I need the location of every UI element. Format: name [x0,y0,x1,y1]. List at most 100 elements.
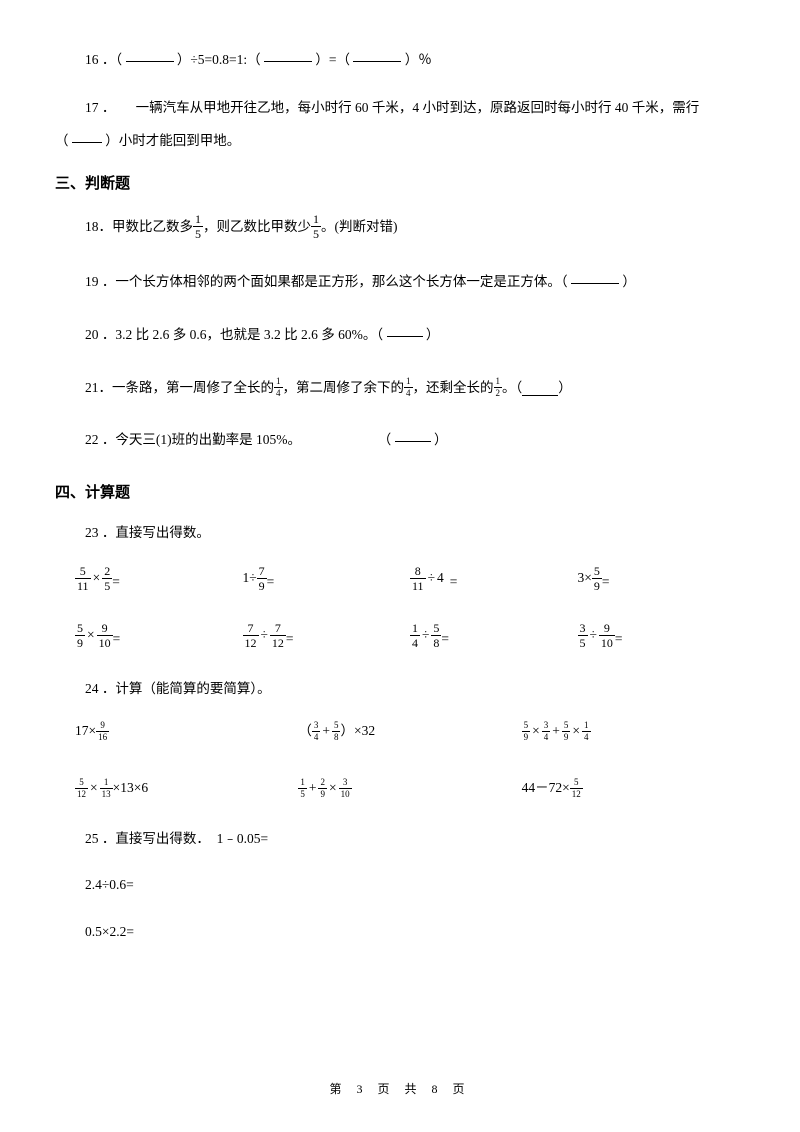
q19-t: ．一个长方体相邻的两个面如果都是正方形，那么这个长方体一定是正方体。（ [102,274,568,289]
q21-t2: ，第二周修了余下的 [283,378,405,398]
blank [264,60,312,62]
calc-row-1: 511 × 25 = 1÷ 79 = 811 ÷ 4 = 3× 59 = [75,565,745,592]
calc-row-2: 59 × 910 = 712 ÷ 712 = 14 ÷ 58 = 35 ÷ 91… [75,622,745,649]
calc-cell: 14 ÷ 58 = [410,622,578,649]
q24: 24 ．计算（能简算的要简算）。 [85,679,745,699]
frac: 15 [193,213,203,240]
frac: 59 [75,622,85,649]
frac: 916 [96,721,109,742]
q16-m2: ）=（ [315,52,350,67]
q21-num: 21 [85,378,99,398]
frac: 34 [312,721,321,742]
frac: 712 [270,622,286,649]
q25: 25 ．直接写出得数． 1﹣0.05= [85,829,745,849]
frac: 910 [97,622,113,649]
calc-cell: 511 × 25 = [75,565,243,592]
q23: 23 ．直接写出得数。 [85,523,745,543]
calc-cell: 44－72× 512 [522,778,745,799]
blank [571,282,619,284]
frac: 910 [599,622,615,649]
calc-cell: 3× 59 = [578,565,746,592]
calc-cell: 35 ÷ 910 = [578,622,746,649]
frac: 511 [75,565,91,592]
frac: 15 [311,213,321,240]
section4-title: 四、计算题 [55,482,745,505]
frac: 512 [75,778,88,799]
section3-title: 三、判断题 [55,173,745,196]
page-footer: 第 3 页 共 8 页 [0,1080,800,1098]
blank [126,60,174,62]
q22-t3: ） [434,432,448,447]
q17-t2: （ [55,133,69,148]
frac: 512 [570,778,583,799]
q21-t3: ，还剩全长的 [413,378,494,398]
q17-t1: ． 一辆汽车从甲地开往乙地，每小时行 60 千米，4 小时到达，原路返回时每小时… [102,100,699,115]
calc-row-4: 512 × 113 ×13×6 15 + 29 × 310 44－72× 512 [75,778,745,799]
frac: 58 [332,721,341,742]
q20-num: 20 [85,327,99,342]
blank [522,394,558,396]
q22-t2: （ [378,432,392,447]
q16-l1: ．（ [102,52,122,67]
q19-t2: ） [622,274,636,289]
q16-m1: ）÷5=0.8=1:（ [177,52,261,67]
q25-num: 25 [85,831,99,846]
calc-cell: 712 ÷ 712 = [243,622,411,649]
q25-t: ．直接写出得数． 1﹣0.05= [102,831,268,846]
q22: 22 ．今天三(1)班的出勤率是 105%。 （ ） [85,430,745,450]
frac: 59 [592,565,602,592]
q16: 16 ．（ ）÷5=0.8=1:（ ）=（ ）％ [85,50,745,70]
q18: 18 ．甲数比乙数多 15 ，则乙数比甲数少 15 。(判断对错) [85,213,745,240]
frac: 59 [522,721,531,742]
q21-t4: 。（ [502,378,522,398]
calc-cell: 59 × 34 + 59 × 14 [522,721,745,742]
page: 16 ．（ ）÷5=0.8=1:（ ）=（ ）％ 17 ． 一辆汽车从甲地开往乙… [0,0,800,1132]
blank [72,141,102,143]
calc-row-3: 17× 916 （ 34 + 58 ）×32 59 × 34 + 59 × 14 [75,721,745,742]
frac: 712 [243,622,259,649]
frac: 58 [431,622,441,649]
calc-cell: （ 34 + 58 ）×32 [298,721,521,742]
frac: 35 [578,622,588,649]
q18-t2: ，则乙数比甲数少 [203,217,311,237]
frac: 113 [100,778,113,799]
frac: 15 [298,778,307,799]
q21-t5: ） [558,378,572,398]
calc-cell: 15 + 29 × 310 [298,778,521,799]
q22-t: ．今天三(1)班的出勤率是 105%。 [102,432,301,447]
q16-num: 16 [85,52,99,67]
frac: 14 [404,377,413,398]
q17-t3: ）小时才能回到甲地。 [105,133,240,148]
frac: 34 [542,721,551,742]
q21-t1: ．一条路，第一周修了全长的 [99,378,275,398]
frac: 310 [339,778,352,799]
q20-t2: ） [426,327,440,342]
q22-num: 22 [85,432,99,447]
frac: 14 [274,377,283,398]
q18-t1: ．甲数比乙数多 [99,217,194,237]
q23-num: 23 [85,525,99,540]
frac: 59 [562,721,571,742]
q24-num: 24 [85,681,99,696]
calc-cell: 811 ÷ 4 = [410,565,578,592]
q19-num: 19 [85,274,99,289]
q17: 17 ． 一辆汽车从甲地开往乙地，每小时行 60 千米，4 小时到达，原路返回时… [55,98,745,151]
frac: 14 [582,721,591,742]
q20: 20 ．3.2 比 2.6 多 0.6，也就是 3.2 比 2.6 多 60%。… [85,325,745,345]
q24-t: ．计算（能简算的要简算）。 [102,681,271,696]
calc-cell: 59 × 910 = [75,622,243,649]
q17-num: 17 [85,100,99,115]
q21: 21 ．一条路，第一周修了全长的 14 ，第二周修了余下的 14 ，还剩全长的 … [85,377,745,398]
frac: 811 [410,565,426,592]
blank [387,335,423,337]
frac: 14 [410,622,420,649]
q18-num: 18 [85,217,99,237]
calc-cell: 1÷ 79 = [243,565,411,592]
frac: 25 [102,565,112,592]
frac: 12 [494,377,503,398]
q23-t: ．直接写出得数。 [102,525,210,540]
q19: 19 ．一个长方体相邻的两个面如果都是正方形，那么这个长方体一定是正方体。（ ） [85,272,745,292]
calc-cell: 512 × 113 ×13×6 [75,778,298,799]
calc-cell: 17× 916 [75,721,298,742]
blank [353,60,401,62]
